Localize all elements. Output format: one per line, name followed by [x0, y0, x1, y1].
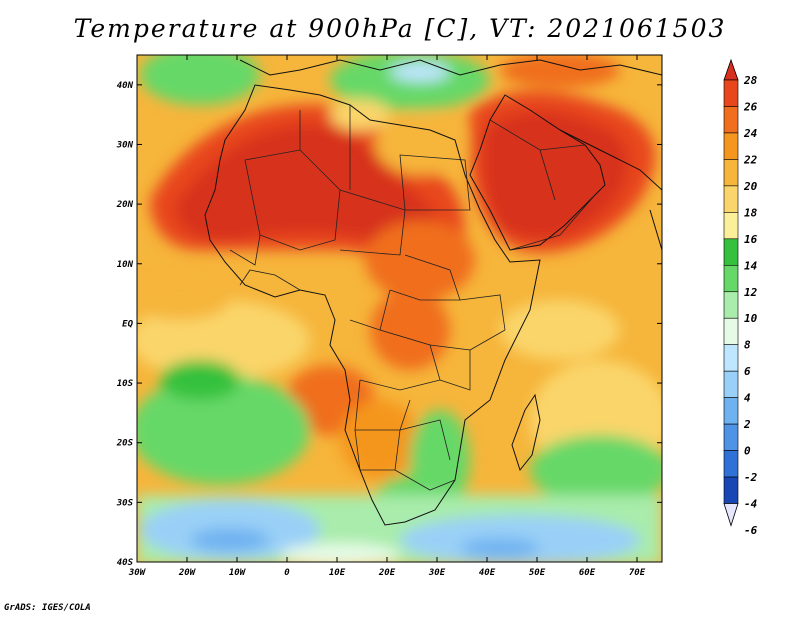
arabia-coastline [469, 94, 606, 251]
colorbar-label: -4 [744, 498, 758, 511]
colorbar-label: 2 [743, 418, 751, 431]
lat-tick-label: 20N [116, 200, 134, 210]
colorbar-swatch [723, 450, 739, 478]
lat-tick-label: 10N [117, 260, 134, 270]
colorbar-label: -6 [744, 524, 758, 537]
colorbar-swatch [723, 423, 739, 451]
lon-tick-label: 40E [479, 568, 496, 578]
colorbar-bottom-arrow [723, 503, 739, 527]
lat-tick-label: EQ [122, 319, 133, 329]
colorbar-label: 20 [743, 180, 758, 193]
lon-tick-label: 0 [284, 568, 290, 578]
lat-tick-label: 40S [117, 558, 134, 568]
lon-tick-label: 30E [428, 568, 446, 578]
colorbar-swatch [723, 212, 739, 240]
lon-tick-label: 10E [329, 568, 346, 578]
colorbar-swatch [723, 159, 739, 187]
colorbar-label: 4 [744, 392, 751, 405]
lon-tick-label: 50E [529, 568, 546, 578]
lon-tick-label: 60E [579, 568, 596, 578]
colorbar-swatch [723, 397, 739, 425]
country-borders [229, 105, 596, 491]
persian-coastline [559, 129, 662, 191]
lon-tick-label: 20W [178, 568, 197, 578]
colorbar-swatch [723, 185, 739, 213]
lon-tick-label: 70E [629, 568, 646, 578]
india-coastline [649, 209, 662, 251]
temperature-field [137, 55, 662, 562]
colorbar-top-arrow [723, 58, 739, 81]
europe-coastline [239, 59, 662, 76]
colorbar-label: -2 [744, 471, 758, 484]
coastlines [204, 59, 662, 526]
colorbar-label: 0 [744, 445, 751, 458]
colorbar-label: 22 [743, 153, 758, 166]
madagascar-coastline [511, 393, 541, 472]
colorbar-label: 18 [744, 206, 758, 219]
colorbar-label: 14 [744, 259, 758, 272]
colorbar-swatch [723, 344, 739, 372]
colorbar-label: 28 [743, 74, 758, 87]
colorbar-swatch [723, 317, 739, 346]
latitude-axis: 40N 30N 20N 10N EQ 10S 20S 30S 40S [116, 81, 662, 568]
colorbar-label: 10 [744, 312, 758, 325]
colorbar-label: 8 [744, 339, 751, 352]
colorbar-label: 24 [743, 127, 758, 140]
colorbar-swatch [723, 106, 739, 134]
colorbar-label: 26 [743, 100, 758, 113]
colorbar-swatch [723, 370, 739, 398]
colorbar-swatch [723, 238, 739, 266]
lon-tick-label: 30W [128, 568, 147, 578]
colorbar-label: 12 [744, 286, 758, 299]
lat-tick-label: 40N [117, 81, 134, 91]
map-title: Temperature at 900hPa [C], VT: 202106150… [73, 14, 727, 43]
lat-tick-label: 20S [116, 439, 134, 449]
lat-tick-label: 30N [116, 140, 134, 150]
plot-frame [136, 54, 663, 563]
colorbar-swatch [723, 132, 739, 160]
colorbar-swatch [723, 264, 739, 293]
africa-coastline [204, 84, 541, 526]
lat-tick-label: 10S [117, 379, 134, 389]
colorbar-label: 16 [744, 233, 758, 246]
grads-credit: GrADS: IGES/COLA [4, 603, 91, 613]
colorbar-label: 6 [744, 365, 751, 378]
lon-tick-label: 20E [378, 568, 396, 578]
colorbar-swatch [723, 79, 739, 107]
colorbar-swatch [723, 291, 739, 319]
longitude-axis: 30W 20W 10W 0 10E 20E 30E 40E 50E 60E 70E [128, 55, 646, 578]
colorbar-swatch [723, 476, 739, 504]
lon-tick-label: 10W [229, 568, 247, 578]
lat-tick-label: 30S [116, 498, 134, 508]
